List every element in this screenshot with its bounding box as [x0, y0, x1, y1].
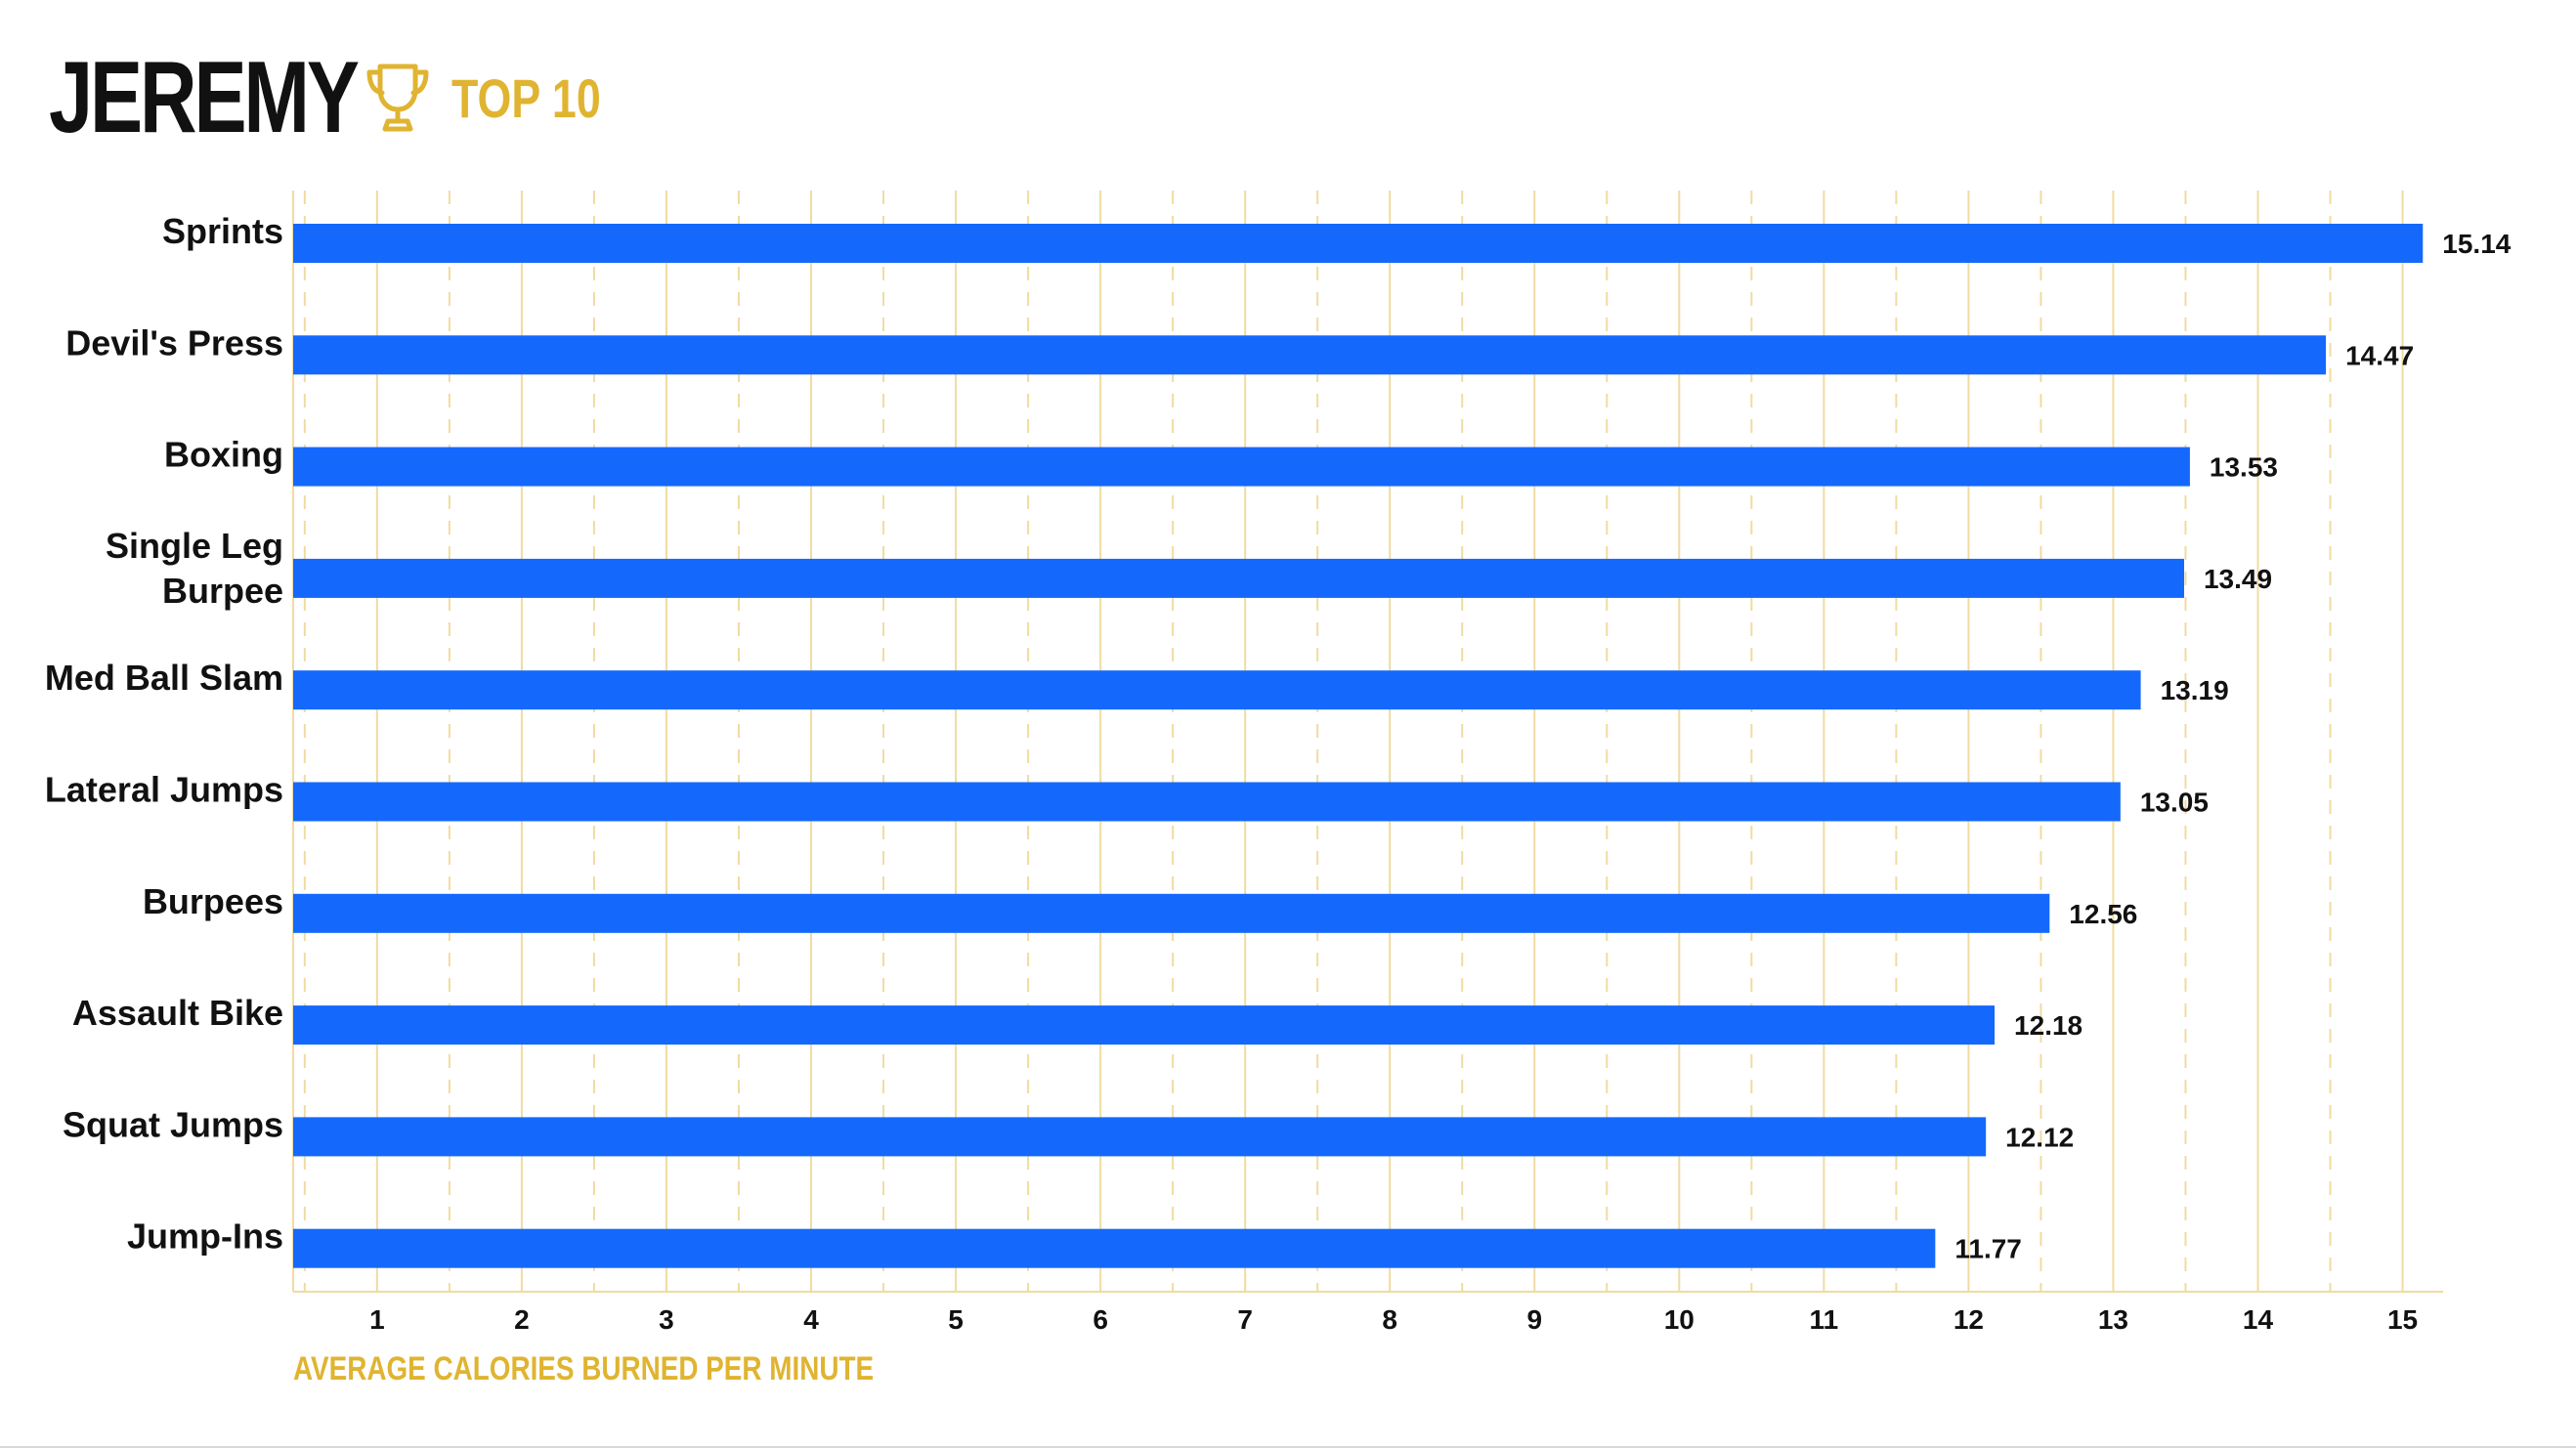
value-label: 12.18	[2014, 1010, 2082, 1041]
x-tick-label: 10	[1664, 1304, 1695, 1335]
category-label: Assault Bike	[72, 993, 283, 1033]
bar	[293, 670, 2141, 710]
bar	[293, 335, 2327, 375]
bar	[293, 1005, 1996, 1045]
bar	[293, 224, 2424, 263]
value-label: 13.19	[2161, 675, 2229, 705]
category-label: Sprints	[162, 211, 283, 251]
category-label: Single Leg Burpee	[106, 526, 283, 611]
category-label: Lateral Jumps	[45, 770, 283, 810]
x-tick-label: 8	[1382, 1304, 1397, 1335]
value-label: 13.05	[2140, 788, 2209, 818]
category-label: Med Ball Slam	[45, 658, 283, 698]
x-tick-label: 4	[803, 1304, 819, 1335]
bar	[293, 893, 2050, 933]
x-axis-title: AVERAGE CALORIES BURNED PER MINUTE	[293, 1349, 874, 1386]
category-label: Squat Jumps	[63, 1104, 283, 1144]
bar	[293, 1117, 1987, 1157]
header: JEREMY TOP 10	[49, 39, 638, 156]
x-tick-label: 2	[514, 1304, 530, 1335]
x-tick-label: 12	[1953, 1304, 1984, 1335]
top-badge: TOP 10	[451, 66, 601, 129]
category-label: Burpees	[143, 881, 283, 921]
x-tick-label: 3	[659, 1304, 674, 1335]
bar	[293, 447, 2190, 487]
x-tick-label: 15	[2387, 1304, 2418, 1335]
value-label: 14.47	[2345, 340, 2414, 370]
bar	[293, 558, 2184, 598]
value-label: 12.12	[2005, 1122, 2074, 1152]
value-label: 11.77	[1954, 1234, 2022, 1264]
category-label: Devil's Press	[65, 322, 283, 362]
x-tick-label: 1	[369, 1304, 385, 1335]
x-tick-label: 9	[1526, 1304, 1542, 1335]
trophy-icon	[364, 61, 432, 135]
x-tick-label: 11	[1810, 1304, 1839, 1335]
value-label: 13.49	[2204, 564, 2272, 594]
x-tick-label: 5	[948, 1304, 964, 1335]
value-label: 15.14	[2442, 229, 2511, 259]
bar	[293, 782, 2121, 822]
bottom-divider	[0, 1446, 2576, 1448]
x-tick-label: 6	[1093, 1304, 1108, 1335]
bar	[293, 1228, 1936, 1268]
value-label: 12.56	[2069, 899, 2137, 929]
x-tick-label: 13	[2098, 1304, 2128, 1335]
category-label: Boxing	[164, 435, 283, 475]
x-tick-label: 7	[1237, 1304, 1253, 1335]
category-label: Jump-Ins	[127, 1216, 283, 1257]
value-label: 13.53	[2210, 452, 2278, 483]
x-tick-label: 14	[2243, 1304, 2274, 1335]
